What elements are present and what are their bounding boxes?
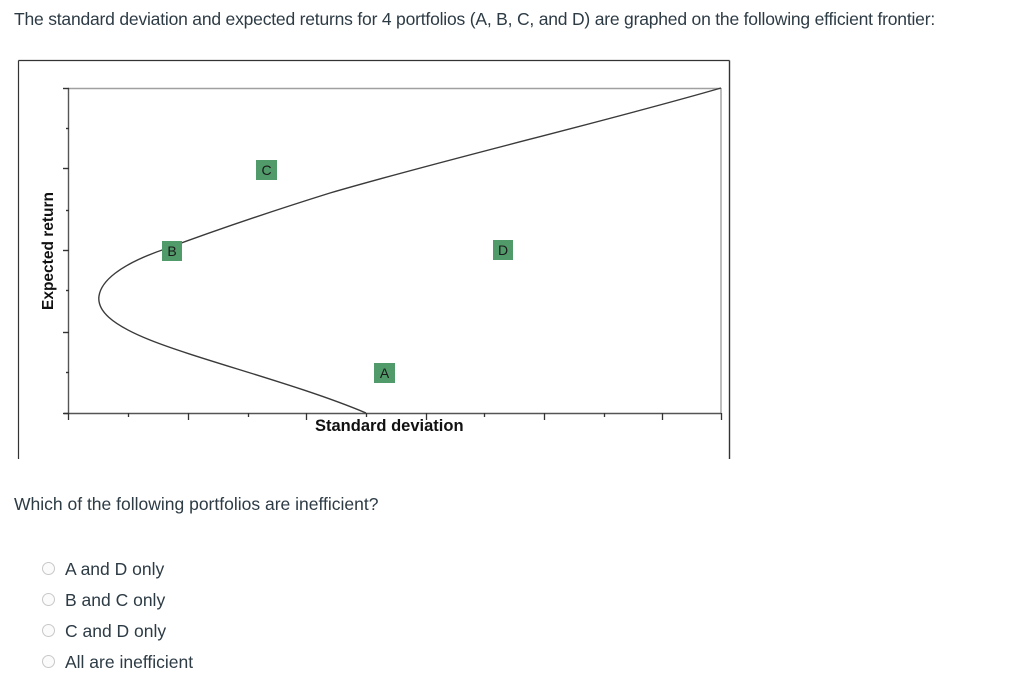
answer-option-label: C and D only (65, 621, 167, 641)
efficient-frontier-chart: B C D A Standard deviation Expected retu… (17, 59, 731, 459)
chart-canvas (17, 59, 731, 459)
answer-option-label: A and D only (65, 559, 165, 579)
answer-option-c-and-d[interactable]: C and D only (42, 616, 193, 647)
question-prompt: Which of the following portfolios are in… (14, 494, 379, 514)
answer-option-a-and-d[interactable]: A and D only (42, 554, 193, 585)
answer-option-all-inefficient[interactable]: All are inefficient (42, 647, 193, 678)
portfolio-label-d: D (493, 240, 513, 260)
radio-button-icon[interactable] (42, 593, 55, 606)
radio-button-icon[interactable] (42, 655, 55, 668)
question-intro-text: The standard deviation and expected retu… (14, 9, 935, 29)
answer-option-b-and-c[interactable]: B and C only (42, 585, 193, 616)
x-axis-title: Standard deviation (315, 417, 464, 435)
radio-button-icon[interactable] (42, 624, 55, 637)
efficient-frontier-curve (98, 87, 722, 414)
answer-options: A and D only B and C only C and D only A… (42, 554, 193, 678)
portfolio-label-c: C (256, 160, 277, 180)
y-axis-title: Expected return (40, 191, 57, 311)
radio-button-icon[interactable] (42, 562, 55, 575)
plot-area (64, 87, 722, 415)
answer-option-label: All are inefficient (65, 652, 194, 672)
portfolio-label-b: B (162, 241, 182, 261)
portfolio-label-a: A (374, 363, 395, 383)
x-axis-ticks (67, 413, 723, 420)
answer-option-label: B and C only (65, 590, 166, 610)
outer-frame (17, 59, 731, 459)
